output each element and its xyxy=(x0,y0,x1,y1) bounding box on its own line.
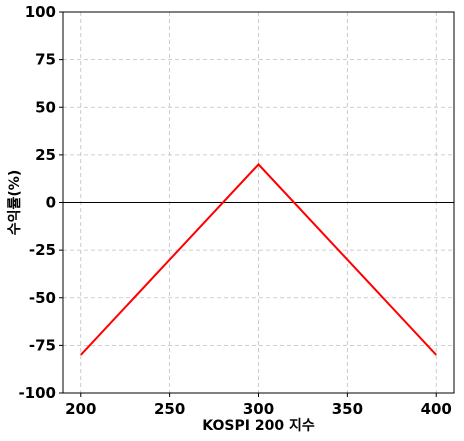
y-tick-label: -50 xyxy=(29,289,56,307)
y-tick-label: 100 xyxy=(25,3,56,21)
y-tick-label: 75 xyxy=(35,51,56,69)
series-line xyxy=(80,162,437,356)
y-tick-label: 25 xyxy=(35,146,56,164)
y-tick-label: 50 xyxy=(35,98,56,116)
y-tick-label: -25 xyxy=(29,241,56,259)
x-tick-label: 200 xyxy=(65,400,96,418)
y-tick-label: -75 xyxy=(29,336,56,354)
y-axis-label: 수익률(%) xyxy=(6,170,23,235)
x-axis-label: KOSPI 200 지수 xyxy=(202,418,315,434)
x-tick-labels: 200 250 300 350 400 xyxy=(65,393,452,418)
x-tick-label: 400 xyxy=(421,400,452,418)
series-layer xyxy=(80,162,437,356)
x-tick-label: 300 xyxy=(243,400,274,418)
x-tick-label: 250 xyxy=(154,400,185,418)
y-tick-labels: 100 75 50 25 0 -25 -50 -75 -100 xyxy=(18,3,63,402)
y-tick-label: 0 xyxy=(46,194,56,212)
x-tick-label: 350 xyxy=(332,400,363,418)
y-tick-label: -100 xyxy=(18,384,56,402)
